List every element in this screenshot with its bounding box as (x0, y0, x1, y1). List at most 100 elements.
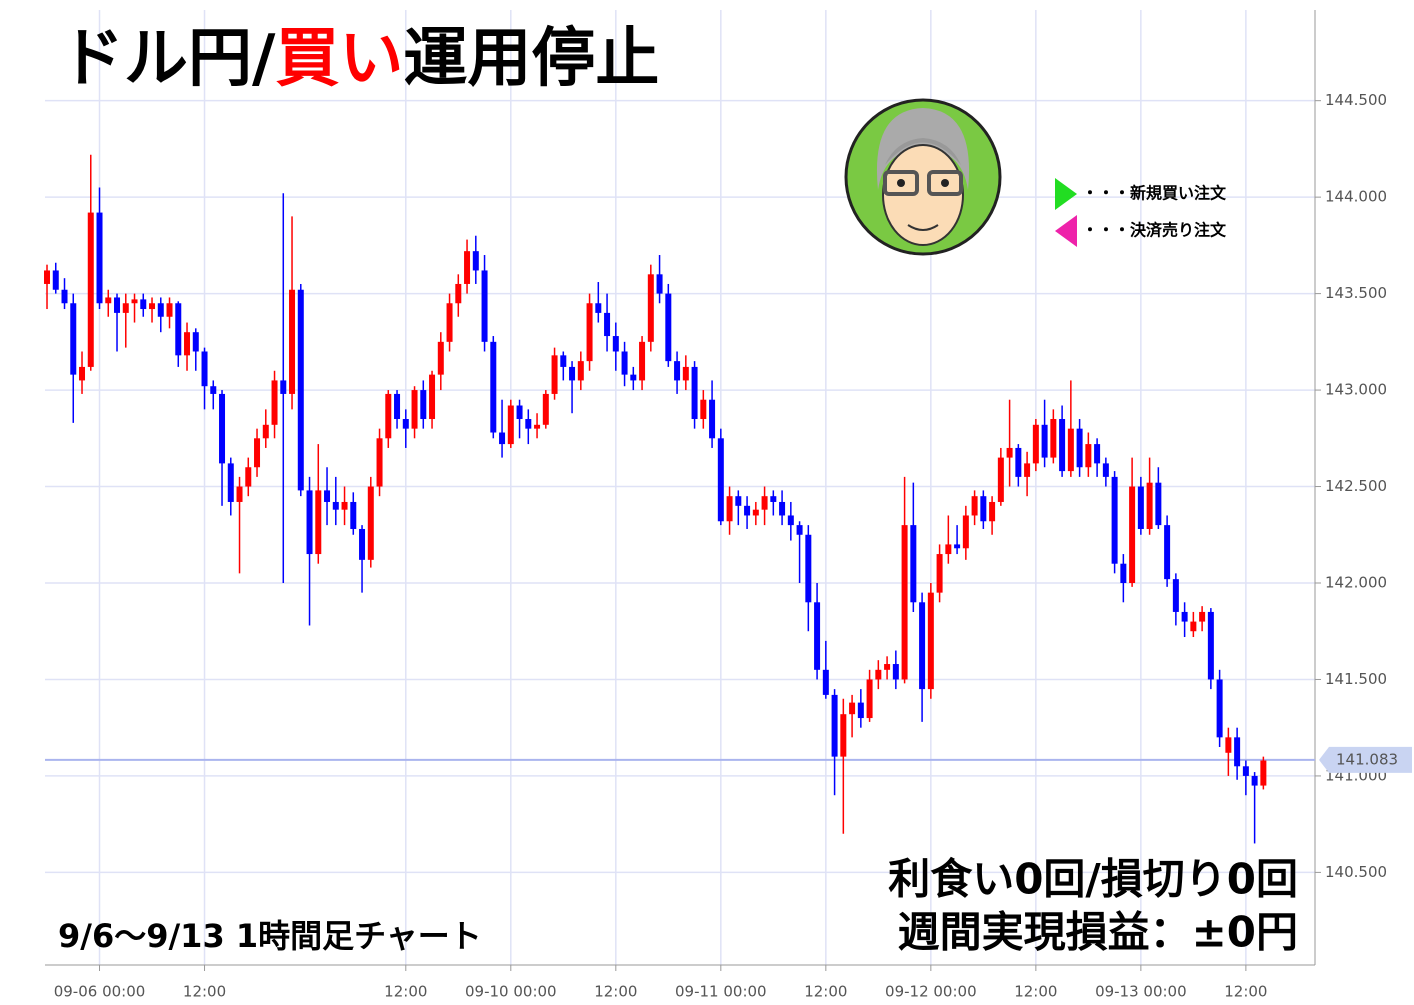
last-price-badge (1319, 746, 1412, 773)
candle-body (149, 303, 156, 310)
candle-body (945, 544, 952, 555)
candle-body (306, 490, 313, 555)
candle-body (787, 515, 794, 526)
candle-body (910, 525, 917, 603)
candle-body (70, 303, 77, 375)
legend-marker (1055, 215, 1077, 247)
candle-body (429, 374, 436, 420)
candle-body (394, 393, 401, 420)
candle-body (971, 496, 978, 516)
candle-body (464, 251, 471, 284)
candle-body (744, 505, 751, 516)
candle-body (962, 515, 969, 549)
x-tick-label: 12:00 (183, 983, 226, 1001)
candle-body (779, 501, 786, 516)
x-tick-label: 09-12 00:00 (885, 983, 977, 1001)
candle-body (184, 332, 191, 356)
candle-body (44, 270, 51, 284)
candle-body (324, 490, 331, 502)
candle-body (114, 297, 121, 313)
candle-body (472, 251, 479, 271)
candle-body (79, 366, 86, 381)
y-tick-label: 141.500 (1325, 670, 1387, 688)
candle-body (332, 501, 339, 510)
candle-body (52, 270, 59, 290)
candle-body (1199, 611, 1206, 622)
x-tick-label: 12:00 (1014, 983, 1057, 1001)
candle-body (604, 312, 611, 337)
candle-body (1190, 621, 1197, 632)
candle-body (674, 361, 681, 381)
candle-body (761, 496, 768, 510)
candle-body (647, 274, 654, 342)
y-tick-label: 142.500 (1325, 477, 1387, 495)
candle-body (1172, 579, 1179, 612)
candle-body (831, 694, 838, 757)
candle-body (359, 528, 366, 560)
last-price-label: 141.083 (1336, 750, 1398, 768)
candle-body (1032, 424, 1039, 464)
candle-body (166, 303, 173, 317)
candle-body (849, 702, 856, 715)
x-tick-label: 09-13 00:00 (1095, 983, 1187, 1001)
candle-body (1024, 463, 1031, 477)
x-tick-label: 12:00 (1224, 983, 1267, 1001)
candle-body (157, 303, 164, 317)
avatar (844, 98, 1002, 256)
candle-body (1207, 611, 1214, 680)
result-line: 利食い0回/損切り0回 (888, 855, 1298, 904)
candle-body (595, 303, 602, 313)
candle-body (236, 486, 243, 502)
candle-body (376, 438, 383, 487)
y-tick-label: 144.500 (1325, 91, 1387, 109)
candle-body (577, 361, 584, 381)
candle-body (1006, 447, 1013, 458)
candle-body (560, 355, 567, 367)
y-tick-label: 142.000 (1325, 574, 1387, 592)
candle-body (122, 303, 129, 313)
candle-body (1041, 424, 1048, 458)
candle-body (341, 501, 348, 510)
x-tick-label: 09-06 00:00 (54, 983, 146, 1001)
candle-body (1164, 525, 1171, 580)
y-tick-label: 143.000 (1325, 381, 1387, 399)
candle-body (219, 393, 226, 464)
candle-body (481, 270, 488, 342)
candle-body (1216, 679, 1223, 738)
candle-body (726, 496, 733, 522)
candle-body (420, 390, 427, 420)
candle-body (805, 534, 812, 603)
candle-body (927, 592, 934, 690)
candle-body (682, 366, 689, 381)
candle-body (919, 602, 926, 690)
candle-body (989, 501, 996, 522)
candle-body (840, 714, 847, 757)
candle-body (691, 366, 698, 420)
candle-body (245, 467, 252, 487)
candle-body (455, 283, 462, 304)
period-note: 9/6〜9/13 1時間足チャート (58, 917, 482, 955)
candle-body (507, 405, 514, 445)
candle-body (315, 490, 322, 555)
candle-body (612, 336, 619, 352)
candle-body (892, 664, 899, 680)
title-part: 運用停止 (403, 22, 659, 96)
candle-body (717, 438, 724, 522)
candle-body (569, 366, 576, 381)
title: ドル円/買い運用停止 (60, 22, 659, 96)
y-tick-label: 140.500 (1325, 863, 1387, 881)
candle-body (350, 501, 357, 529)
candle-body (87, 212, 94, 367)
candle-body (709, 399, 716, 439)
candle-body (770, 496, 777, 502)
candle-body (1094, 444, 1101, 464)
candle-body (542, 393, 549, 425)
candle-body (499, 432, 506, 445)
legend-label: ・・・新規買い注文 (1082, 184, 1227, 203)
candle-body (752, 509, 759, 516)
candle-body (796, 525, 803, 535)
candle-body (875, 669, 882, 680)
candle-body (227, 463, 234, 502)
candle-body (1181, 611, 1188, 622)
